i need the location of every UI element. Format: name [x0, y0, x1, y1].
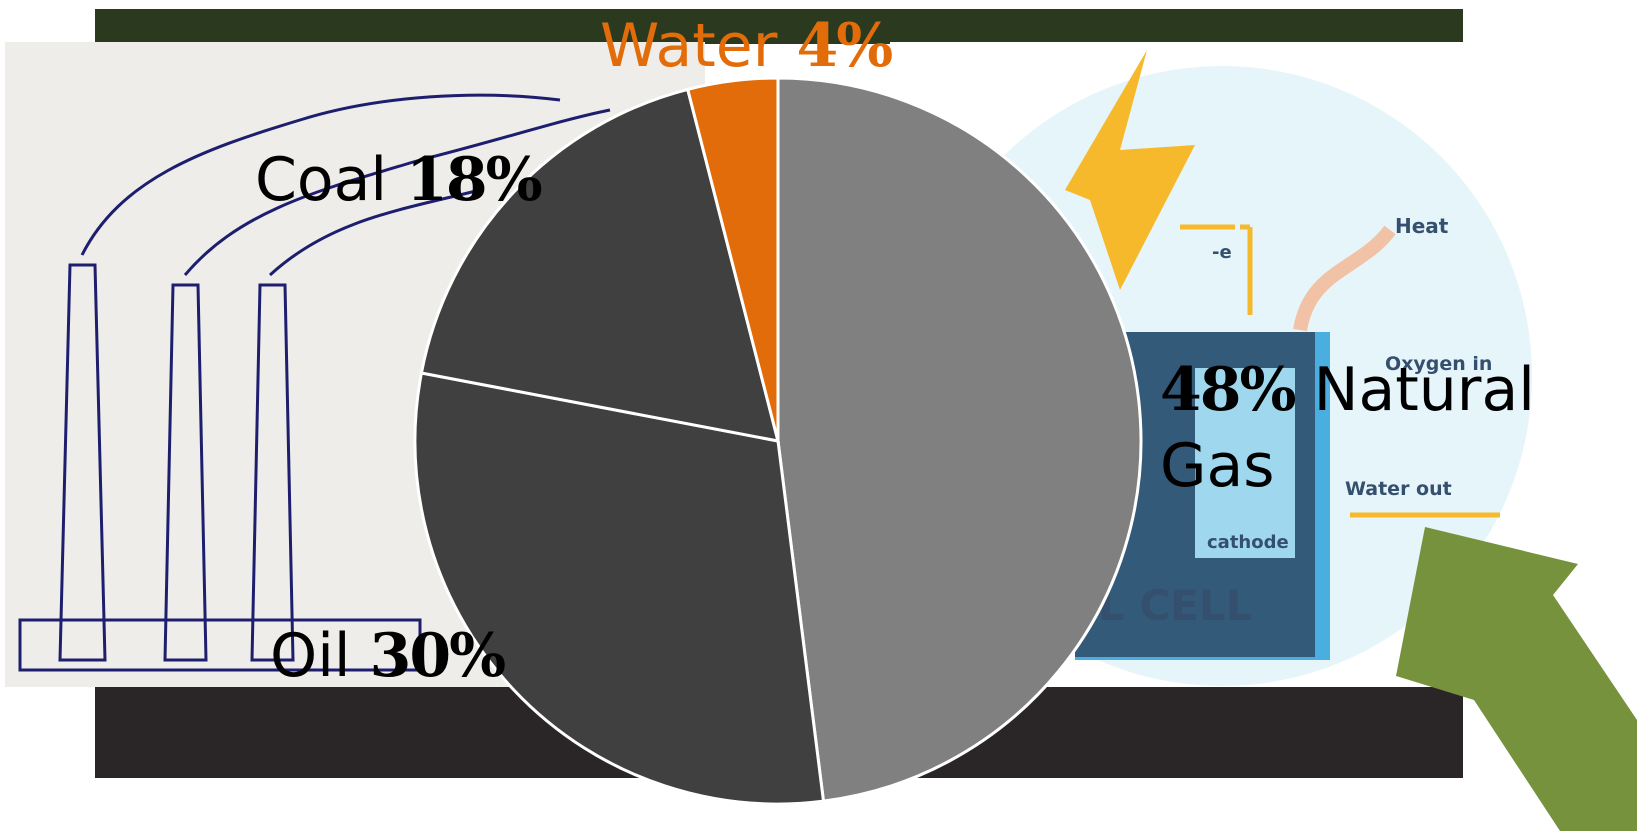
illustration-text: Water out [1345, 478, 1452, 500]
illustration-text: Heat [1395, 214, 1449, 238]
slice-label: Oil 30% [270, 618, 770, 694]
factory-sketch [18, 93, 611, 672]
heat-wave [1293, 225, 1396, 332]
illustration-text: Oxygen in [1385, 353, 1492, 375]
illustration-text: cathode [1207, 532, 1289, 553]
pie-slice [413, 371, 826, 806]
category-label: Oil [270, 621, 351, 691]
slice-label: Coal 18% [255, 142, 755, 218]
lightning-icon [1065, 50, 1195, 290]
illustration-text: L CELL [1098, 581, 1252, 630]
category-label: Coal [255, 145, 388, 215]
value-label: 30% [369, 621, 507, 691]
pie-slice [685, 76, 780, 442]
value-label: 18% [406, 145, 543, 215]
pie-slice [776, 76, 1143, 803]
value-label: 48% [1160, 355, 1297, 425]
illustration-text: -e [1212, 242, 1232, 263]
category-label: Water [600, 11, 778, 81]
arrow-electron [1180, 224, 1253, 315]
photo-band-top [95, 9, 1463, 44]
slice-label: 48% Natural Gas [1160, 352, 1560, 504]
cathode-block [1195, 368, 1295, 558]
value-label: 4% [796, 11, 893, 81]
pie [413, 76, 1143, 806]
slice-label: Water 4% [600, 8, 1000, 84]
pie-slice [419, 87, 781, 443]
green-arrow [1396, 527, 1637, 831]
category-label: Natural Gas [1160, 355, 1535, 501]
